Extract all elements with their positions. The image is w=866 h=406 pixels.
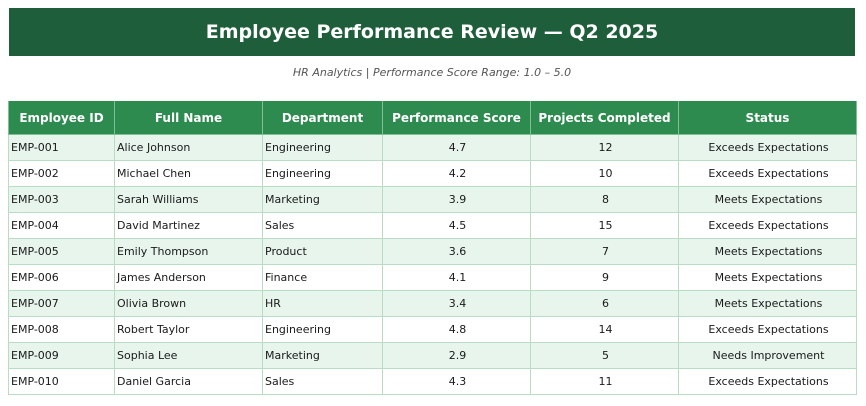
cell-full-name[interactable]: Daniel Garcia [114, 368, 263, 395]
cell-projects-completed[interactable]: 8 [530, 186, 679, 213]
cell-status[interactable]: Exceeds Expectations [678, 316, 857, 343]
cell-status[interactable]: Exceeds Expectations [678, 160, 857, 187]
cell-department[interactable]: Marketing [262, 186, 383, 213]
cell-performance-score[interactable]: 3.4 [382, 290, 531, 317]
cell-projects-completed[interactable]: 11 [530, 368, 679, 395]
cell-performance-score[interactable]: 4.8 [382, 316, 531, 343]
column-header-full-name[interactable]: Full Name [114, 101, 263, 135]
cell-full-name[interactable]: Emily Thompson [114, 238, 263, 265]
cell-employee-id[interactable]: EMP-004 [8, 212, 115, 239]
cell-department[interactable]: Sales [262, 212, 383, 239]
cell-full-name[interactable]: Robert Taylor [114, 316, 263, 343]
report-title: Employee Performance Review — Q2 2025 [205, 21, 659, 43]
cell-performance-score[interactable]: 4.2 [382, 160, 531, 187]
column-header-status[interactable]: Status [678, 101, 857, 135]
cell-projects-completed[interactable]: 7 [530, 238, 679, 265]
cell-projects-completed[interactable]: 12 [530, 134, 679, 161]
report-subtitle: HR Analytics | Performance Score Range: … [292, 66, 572, 79]
cell-status[interactable]: Exceeds Expectations [678, 368, 857, 395]
cell-full-name[interactable]: James Anderson [114, 264, 263, 291]
cell-projects-completed[interactable]: 14 [530, 316, 679, 343]
cell-full-name[interactable]: Michael Chen [114, 160, 263, 187]
cell-full-name[interactable]: David Martinez [114, 212, 263, 239]
column-header-performance-score[interactable]: Performance Score [382, 101, 531, 135]
cell-employee-id[interactable]: EMP-001 [8, 134, 115, 161]
cell-full-name[interactable]: Olivia Brown [114, 290, 263, 317]
cell-employee-id[interactable]: EMP-002 [8, 160, 115, 187]
table-row: EMP-002 Michael Chen Engineering 4.2 10 … [8, 160, 857, 187]
cell-department[interactable]: Finance [262, 264, 383, 291]
cell-employee-id[interactable]: EMP-006 [8, 264, 115, 291]
cell-projects-completed[interactable]: 10 [530, 160, 679, 187]
table-row: EMP-008 Robert Taylor Engineering 4.8 14… [8, 316, 857, 343]
table-row: EMP-010 Daniel Garcia Sales 4.3 11 Excee… [8, 368, 857, 395]
cell-projects-completed[interactable]: 5 [530, 342, 679, 369]
cell-department[interactable]: Engineering [262, 134, 383, 161]
table-row: EMP-004 David Martinez Sales 4.5 15 Exce… [8, 212, 857, 239]
cell-full-name[interactable]: Alice Johnson [114, 134, 263, 161]
column-header-department[interactable]: Department [262, 101, 383, 135]
cell-department[interactable]: HR [262, 290, 383, 317]
cell-projects-completed[interactable]: 15 [530, 212, 679, 239]
cell-performance-score[interactable]: 4.7 [382, 134, 531, 161]
cell-department[interactable]: Engineering [262, 160, 383, 187]
cell-performance-score[interactable]: 4.3 [382, 368, 531, 395]
cell-performance-score[interactable]: 3.6 [382, 238, 531, 265]
cell-employee-id[interactable]: EMP-010 [8, 368, 115, 395]
table-row: EMP-005 Emily Thompson Product 3.6 7 Mee… [8, 238, 857, 265]
cell-department[interactable]: Marketing [262, 342, 383, 369]
cell-status[interactable]: Meets Expectations [678, 238, 857, 265]
report-title-bar: Employee Performance Review — Q2 2025 [9, 8, 855, 56]
table-row: EMP-007 Olivia Brown HR 3.4 6 Meets Expe… [8, 290, 857, 317]
cell-status[interactable]: Exceeds Expectations [678, 134, 857, 161]
table-row: EMP-006 James Anderson Finance 4.1 9 Mee… [8, 264, 857, 291]
cell-performance-score[interactable]: 4.1 [382, 264, 531, 291]
cell-employee-id[interactable]: EMP-008 [8, 316, 115, 343]
performance-table: Employee ID Full Name Department Perform… [8, 101, 857, 395]
table-row: EMP-009 Sophia Lee Marketing 2.9 5 Needs… [8, 342, 857, 369]
cell-projects-completed[interactable]: 9 [530, 264, 679, 291]
cell-employee-id[interactable]: EMP-007 [8, 290, 115, 317]
cell-employee-id[interactable]: EMP-003 [8, 186, 115, 213]
column-header-employee-id[interactable]: Employee ID [8, 101, 115, 135]
table-row: EMP-001 Alice Johnson Engineering 4.7 12… [8, 134, 857, 161]
cell-department[interactable]: Sales [262, 368, 383, 395]
cell-status[interactable]: Needs Improvement [678, 342, 857, 369]
cell-department[interactable]: Product [262, 238, 383, 265]
table-body: EMP-001 Alice Johnson Engineering 4.7 12… [8, 134, 857, 395]
column-header-projects-completed[interactable]: Projects Completed [530, 101, 679, 135]
cell-full-name[interactable]: Sarah Williams [114, 186, 263, 213]
table-row: EMP-003 Sarah Williams Marketing 3.9 8 M… [8, 186, 857, 213]
table-header-row: Employee ID Full Name Department Perform… [8, 101, 857, 135]
cell-status[interactable]: Meets Expectations [678, 264, 857, 291]
cell-projects-completed[interactable]: 6 [530, 290, 679, 317]
cell-employee-id[interactable]: EMP-005 [8, 238, 115, 265]
cell-status[interactable]: Meets Expectations [678, 186, 857, 213]
cell-employee-id[interactable]: EMP-009 [8, 342, 115, 369]
cell-performance-score[interactable]: 4.5 [382, 212, 531, 239]
cell-status[interactable]: Exceeds Expectations [678, 212, 857, 239]
cell-performance-score[interactable]: 2.9 [382, 342, 531, 369]
cell-full-name[interactable]: Sophia Lee [114, 342, 263, 369]
cell-performance-score[interactable]: 3.9 [382, 186, 531, 213]
cell-department[interactable]: Engineering [262, 316, 383, 343]
cell-status[interactable]: Meets Expectations [678, 290, 857, 317]
